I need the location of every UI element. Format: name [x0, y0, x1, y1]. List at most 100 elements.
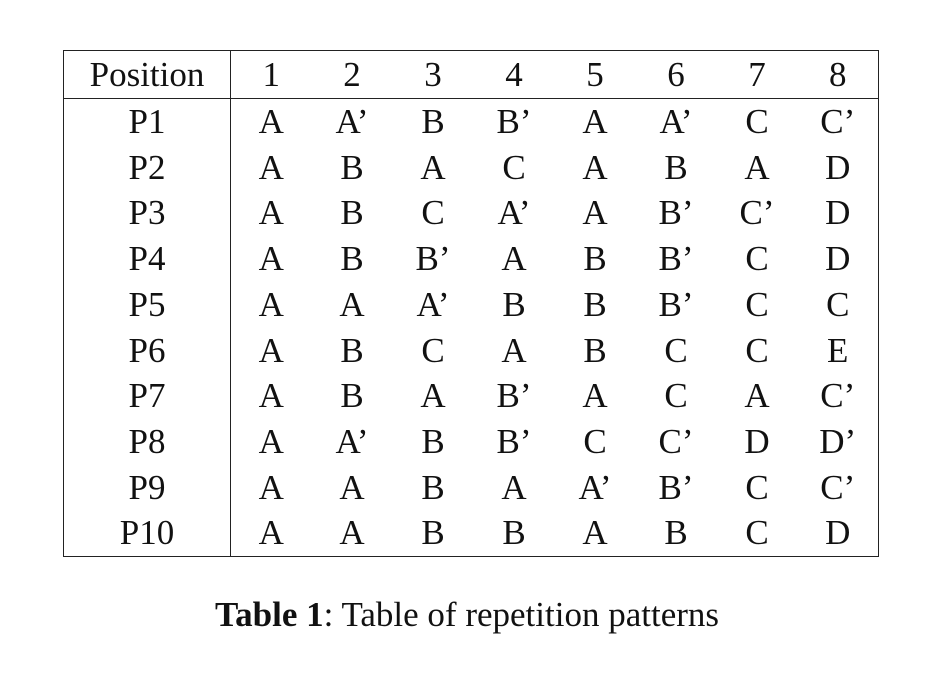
row-position-label: P4	[63, 236, 231, 282]
pattern-cell: C	[745, 467, 769, 507]
pattern-cell: B’	[658, 239, 694, 279]
pattern-cell: A	[258, 330, 284, 370]
header-col-6: 6	[635, 50, 717, 99]
pattern-cell: A	[339, 467, 365, 507]
row-position-label: P5	[63, 281, 231, 328]
pattern-cell: B	[421, 421, 445, 461]
pattern-cell: A	[258, 513, 284, 553]
pattern-cell: B’	[496, 421, 532, 461]
pattern-cell: B	[502, 284, 526, 324]
pattern-cell: A’	[416, 284, 450, 324]
pattern-cell: A	[501, 330, 527, 370]
header-col-8: 8	[797, 50, 879, 99]
header-col-5: 5	[554, 50, 636, 99]
pattern-cell: A	[258, 421, 284, 461]
pattern-cell: A’	[497, 193, 531, 233]
pattern-cell: A	[744, 147, 770, 187]
table-caption: Table 1: Table of repetition patterns	[0, 593, 934, 637]
pattern-cell: B	[583, 239, 607, 279]
pattern-cell: B	[421, 513, 445, 553]
table-row: P10 A A B B A B C D	[63, 510, 879, 557]
pattern-cell: C’	[797, 97, 879, 145]
caption-label: Table 1	[215, 595, 324, 634]
row-position-label: P10	[63, 510, 231, 557]
pattern-cell: C	[583, 421, 607, 461]
pattern-cell: A	[258, 239, 284, 279]
pattern-cell: A	[582, 147, 608, 187]
pattern-cell: A’	[311, 97, 393, 145]
pattern-cell: D’	[819, 421, 857, 461]
pattern-cell: B	[340, 193, 364, 233]
pattern-cell: A	[501, 239, 527, 279]
pattern-cell: B	[583, 284, 607, 324]
pattern-cell: A	[258, 147, 284, 187]
pattern-cell: A	[582, 376, 608, 416]
row-position-label: P6	[63, 327, 231, 374]
repetition-patterns-table: Position 1 2 3 4 5 6 7 8 P1 A A’ B B’ A A’ C C’ P…	[63, 50, 879, 558]
table-header-row: Position 1 2 3 4 5 6 7 8	[63, 50, 879, 99]
table-row: P8 A A’ B B’ C C’ D D’	[63, 418, 879, 465]
pattern-cell: B	[421, 467, 445, 507]
pattern-cell: C	[826, 284, 850, 324]
pattern-cell: B’	[658, 284, 694, 324]
table-row: P5 A A A’ B B B’ C C	[63, 281, 879, 328]
pattern-cell: A	[258, 467, 284, 507]
pattern-cell: C	[716, 97, 798, 145]
pattern-cell: A	[582, 513, 608, 553]
pattern-cell: D	[825, 513, 851, 553]
table-row: P3 A B C A’ A B’ C’ D	[63, 190, 879, 237]
table-row: P2 A B A C A B A D	[63, 144, 879, 191]
pattern-cell: B’	[658, 467, 694, 507]
pattern-cell: B	[340, 147, 364, 187]
pattern-cell: A	[420, 147, 446, 187]
pattern-cell: B’	[496, 376, 532, 416]
header-position: Position	[63, 50, 231, 99]
pattern-cell: A	[501, 467, 527, 507]
pattern-cell: A’	[578, 467, 612, 507]
row-position-label: P2	[63, 144, 231, 191]
header-col-1: 1	[230, 50, 312, 99]
row-position-label: P9	[63, 464, 231, 511]
table-row: P6 A B C A B C C E	[63, 327, 879, 374]
pattern-cell: A	[258, 193, 284, 233]
pattern-cell: A’	[335, 421, 369, 461]
table-body: P1 A A’ B B’ A A’ C C’ P2 A B A C A B A D P3 A B C A’ A B’ C’ D P4 A…	[63, 97, 879, 557]
pattern-cell: D	[825, 147, 851, 187]
pattern-cell: B	[340, 376, 364, 416]
row-position-label: P1	[63, 97, 231, 145]
pattern-cell: A	[339, 284, 365, 324]
pattern-cell: A	[554, 97, 636, 145]
pattern-cell: D	[744, 421, 770, 461]
pattern-cell: A	[258, 284, 284, 324]
pattern-cell: A’	[635, 97, 717, 145]
pattern-cell: D	[825, 193, 851, 233]
pattern-cell: E	[827, 330, 849, 370]
pattern-cell: A	[582, 193, 608, 233]
pattern-cell: C	[745, 513, 769, 553]
pattern-cell: C	[502, 147, 526, 187]
header-col-2: 2	[311, 50, 393, 99]
pattern-cell: B	[583, 330, 607, 370]
table-row: P7 A B A B’ A C A C’	[63, 373, 879, 419]
header-col-4: 4	[473, 50, 555, 99]
pattern-cell: B’	[658, 193, 694, 233]
header-col-7: 7	[716, 50, 798, 99]
pattern-cell: C	[745, 330, 769, 370]
pattern-cell: C	[664, 376, 688, 416]
pattern-cell: A	[744, 376, 770, 416]
pattern-cell: C	[421, 330, 445, 370]
pattern-cell: B	[340, 239, 364, 279]
pattern-cell: C’	[739, 193, 775, 233]
pattern-cell: A	[339, 513, 365, 553]
header-col-3: 3	[392, 50, 474, 99]
row-position-label: P7	[63, 373, 231, 419]
pattern-cell: A	[230, 97, 312, 145]
pattern-cell: C’	[820, 467, 856, 507]
pattern-cell: B	[392, 97, 474, 145]
pattern-cell: C	[745, 239, 769, 279]
pattern-cell: B	[664, 513, 688, 553]
pattern-cell: B’	[415, 239, 451, 279]
table-row: P4 A B B’ A B B’ C D	[63, 236, 879, 282]
table-row: P9 A A B A A’ B’ C C’	[63, 464, 879, 511]
pattern-cell: C	[664, 330, 688, 370]
